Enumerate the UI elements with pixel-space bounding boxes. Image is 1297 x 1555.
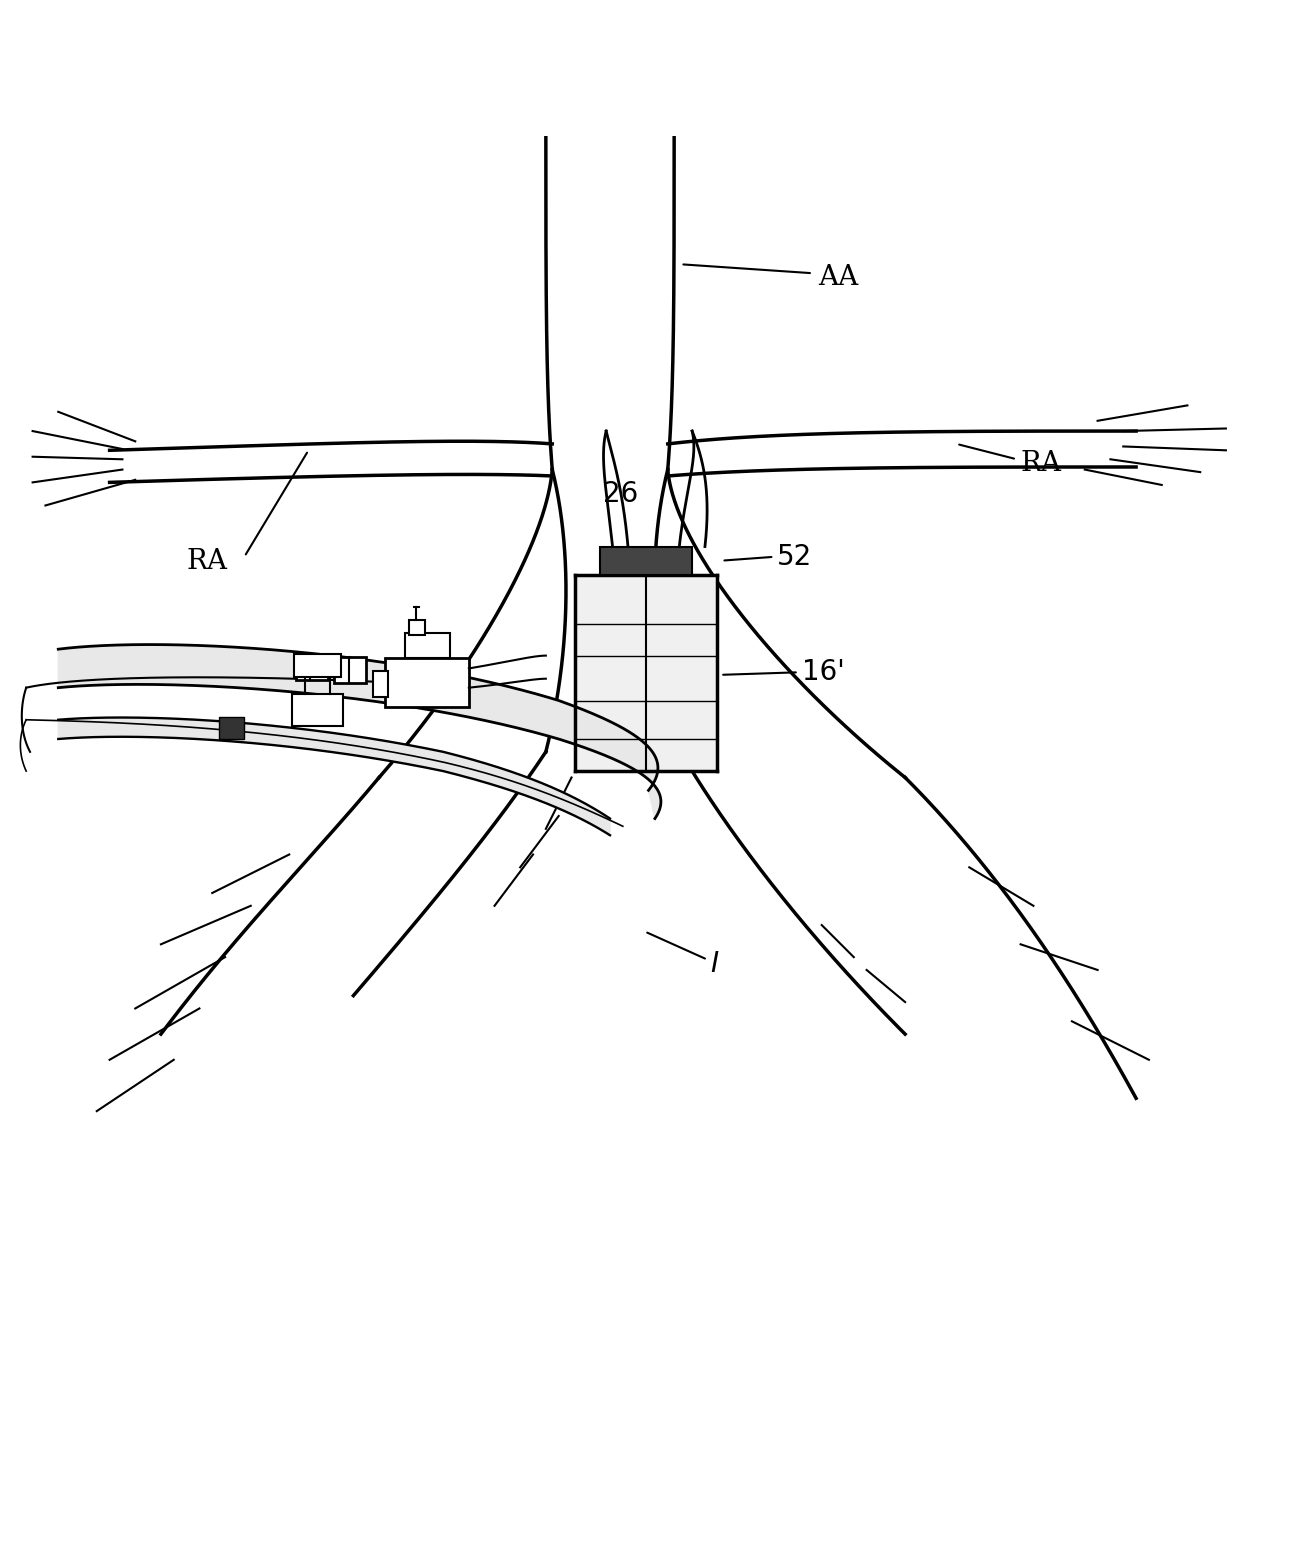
Bar bbox=[292, 694, 344, 726]
Bar bbox=[296, 655, 328, 680]
Text: AA: AA bbox=[818, 264, 859, 291]
Bar bbox=[409, 620, 425, 634]
Text: 52: 52 bbox=[777, 543, 812, 571]
Text: RA: RA bbox=[1021, 449, 1062, 477]
Bar bbox=[372, 672, 388, 697]
Polygon shape bbox=[58, 717, 610, 835]
Bar bbox=[335, 656, 366, 683]
Bar bbox=[599, 546, 693, 575]
Bar bbox=[219, 717, 244, 739]
Text: 16': 16' bbox=[803, 658, 846, 686]
Text: I: I bbox=[709, 950, 719, 978]
Bar bbox=[576, 575, 716, 771]
Polygon shape bbox=[58, 645, 661, 818]
Bar bbox=[405, 633, 450, 658]
Text: 26: 26 bbox=[603, 480, 638, 508]
Bar bbox=[294, 655, 341, 678]
Text: RA: RA bbox=[187, 549, 227, 575]
Bar bbox=[385, 658, 468, 708]
